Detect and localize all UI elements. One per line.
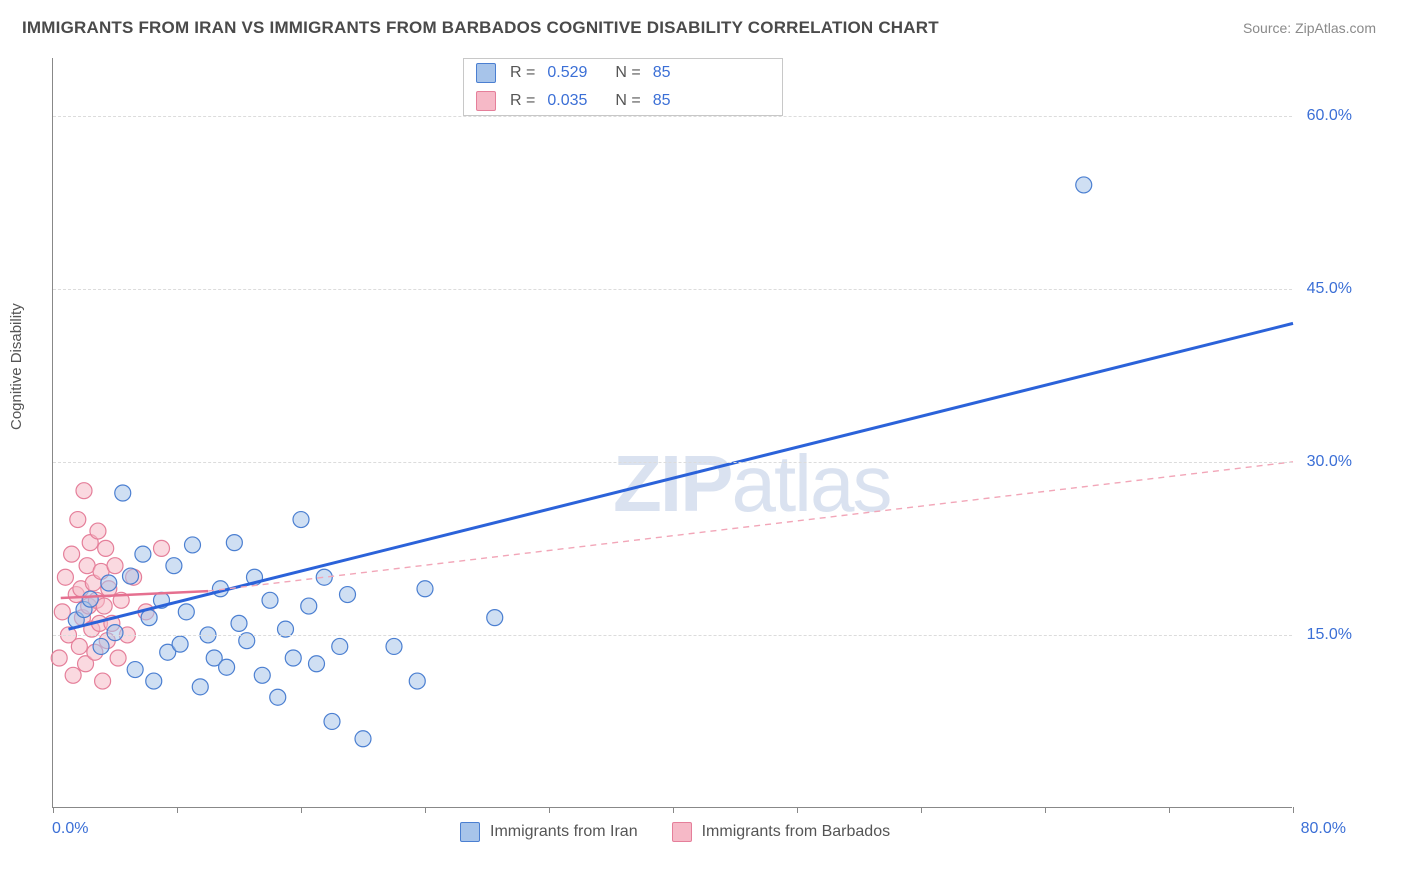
scatter-point	[293, 512, 309, 528]
scatter-point	[98, 540, 114, 556]
scatter-point	[82, 591, 98, 607]
x-tick	[921, 807, 922, 813]
x-tick	[673, 807, 674, 813]
x-tick	[1293, 807, 1294, 813]
x-tick	[549, 807, 550, 813]
scatter-point	[107, 558, 123, 574]
scatter-point	[107, 625, 123, 641]
scatter-point	[115, 485, 131, 501]
stats-n-0: 85	[653, 64, 671, 82]
x-tick	[177, 807, 178, 813]
chart-title: IMMIGRANTS FROM IRAN VS IMMIGRANTS FROM …	[22, 18, 939, 38]
scatter-point	[51, 650, 67, 666]
scatter-point	[340, 587, 356, 603]
scatter-point	[166, 558, 182, 574]
source-credit: Source: ZipAtlas.com	[1243, 20, 1376, 36]
y-axis-title: Cognitive Disability	[8, 303, 25, 430]
stats-r-label: R =	[510, 64, 535, 82]
y-tick-label: 15.0%	[1307, 626, 1352, 644]
scatter-point	[270, 689, 286, 705]
scatter-point	[309, 656, 325, 672]
x-tick	[425, 807, 426, 813]
stats-row-1: R = 0.035 N = 85	[464, 87, 782, 115]
scatter-point	[101, 575, 117, 591]
scatter-point	[172, 636, 188, 652]
scatter-point	[90, 523, 106, 539]
scatter-point	[135, 546, 151, 562]
stats-r-label: R =	[510, 92, 535, 110]
scatter-point	[285, 650, 301, 666]
scatter-point	[54, 604, 70, 620]
scatter-point	[355, 731, 371, 747]
x-max-label: 80.0%	[1301, 820, 1346, 838]
stats-n-label: N =	[615, 92, 640, 110]
scatter-point	[226, 535, 242, 551]
scatter-point	[127, 662, 143, 678]
plot-svg	[53, 58, 1292, 807]
scatter-point	[192, 679, 208, 695]
stats-r-1: 0.035	[547, 92, 587, 110]
scatter-point	[64, 546, 80, 562]
stats-n-label: N =	[615, 64, 640, 82]
scatter-point	[146, 673, 162, 689]
y-tick-label: 30.0%	[1307, 453, 1352, 471]
legend-label-0: Immigrants from Iran	[490, 823, 638, 841]
scatter-point	[70, 512, 86, 528]
stats-r-0: 0.529	[547, 64, 587, 82]
scatter-point	[178, 604, 194, 620]
scatter-point	[262, 592, 278, 608]
y-tick-label: 45.0%	[1307, 280, 1352, 298]
scatter-point	[231, 615, 247, 631]
scatter-point	[417, 581, 433, 597]
trend-line-iran	[69, 323, 1294, 629]
scatter-point	[93, 638, 109, 654]
scatter-point	[185, 537, 201, 553]
scatter-point	[57, 569, 73, 585]
scatter-point	[95, 673, 111, 689]
grid-line	[53, 289, 1292, 290]
x-tick	[797, 807, 798, 813]
scatter-point	[386, 638, 402, 654]
x-tick	[1045, 807, 1046, 813]
stats-swatch-0	[476, 63, 496, 83]
grid-line	[53, 462, 1292, 463]
legend-item-1: Immigrants from Barbados	[672, 822, 891, 842]
scatter-point	[141, 610, 157, 626]
bottom-legend: Immigrants from Iran Immigrants from Bar…	[460, 822, 890, 842]
y-tick-label: 60.0%	[1307, 107, 1352, 125]
stats-swatch-1	[476, 91, 496, 111]
scatter-point	[301, 598, 317, 614]
x-tick	[301, 807, 302, 813]
scatter-point	[487, 610, 503, 626]
grid-line	[53, 116, 1292, 117]
scatter-point	[110, 650, 126, 666]
x-tick	[53, 807, 54, 813]
scatter-point	[254, 667, 270, 683]
scatter-point-outlier	[1076, 177, 1092, 193]
trend-line-barbados-dashed	[208, 462, 1293, 591]
legend-swatch-1	[672, 822, 692, 842]
legend-label-1: Immigrants from Barbados	[702, 823, 891, 841]
scatter-point	[409, 673, 425, 689]
source-value: ZipAtlas.com	[1295, 20, 1376, 36]
grid-line	[53, 635, 1292, 636]
legend-swatch-0	[460, 822, 480, 842]
plot-area: ZIPatlas R = 0.529 N = 85 R = 0.035 N = …	[52, 58, 1292, 808]
scatter-point	[332, 638, 348, 654]
x-tick	[1169, 807, 1170, 813]
scatter-point	[65, 667, 81, 683]
scatter-point	[219, 659, 235, 675]
scatter-point	[123, 568, 139, 584]
stats-n-1: 85	[653, 92, 671, 110]
scatter-point	[76, 483, 92, 499]
scatter-point	[324, 713, 340, 729]
stats-row-0: R = 0.529 N = 85	[464, 59, 782, 87]
x-min-label: 0.0%	[52, 820, 88, 838]
scatter-point	[154, 540, 170, 556]
legend-item-0: Immigrants from Iran	[460, 822, 638, 842]
scatter-point	[71, 638, 87, 654]
stats-box: R = 0.529 N = 85 R = 0.035 N = 85	[463, 58, 783, 116]
source-label: Source:	[1243, 20, 1295, 36]
